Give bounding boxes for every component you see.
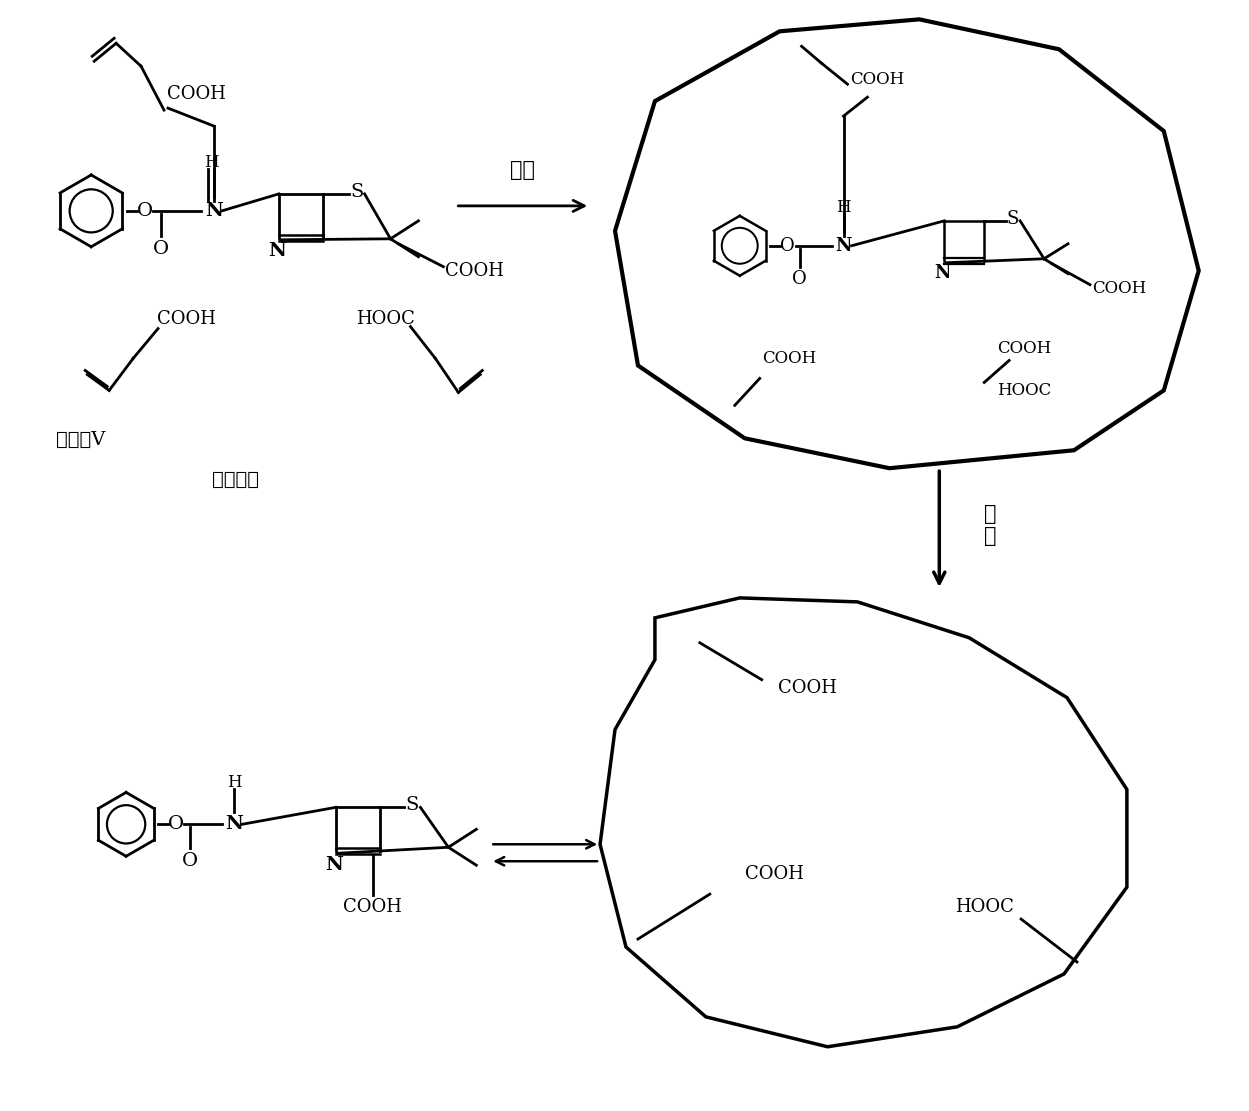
Text: O: O (137, 202, 154, 220)
Text: O: O (182, 852, 199, 870)
Text: S: S (1007, 210, 1019, 228)
Text: HOOC: HOOC (997, 382, 1052, 399)
Text: COOH: COOH (746, 865, 804, 883)
Text: O: O (167, 815, 184, 833)
Text: N: N (934, 263, 950, 282)
Text: 青霉素V: 青霉素V (56, 431, 106, 449)
Text: COOH: COOH (446, 262, 505, 280)
Text: COOH: COOH (851, 71, 904, 88)
Text: COOH: COOH (343, 898, 402, 917)
Text: 异丁烯酸: 异丁烯酸 (212, 471, 260, 489)
Text: N: N (325, 857, 342, 874)
Text: COOH: COOH (156, 310, 215, 328)
Text: S: S (406, 797, 420, 814)
Text: 聚合: 聚合 (510, 161, 535, 180)
Text: HOOC: HOOC (954, 898, 1014, 917)
Text: N: N (225, 815, 242, 833)
Text: H: H (836, 199, 851, 217)
Text: H: H (204, 154, 219, 171)
Text: N: N (205, 202, 222, 220)
Text: H: H (226, 774, 241, 791)
Text: O: O (792, 270, 807, 288)
Text: COOH: COOH (778, 679, 837, 697)
Text: COOH: COOH (997, 340, 1052, 357)
Text: N: N (267, 242, 286, 260)
Text: 提
取: 提 取 (984, 504, 997, 546)
Text: O: O (152, 240, 169, 258)
Text: COOH: COOH (166, 86, 225, 103)
Text: N: N (836, 237, 852, 254)
Text: COOH: COOH (762, 350, 817, 367)
Text: O: O (781, 237, 796, 254)
Text: S: S (350, 183, 363, 201)
Text: HOOC: HOOC (356, 310, 415, 328)
Text: COOH: COOH (1092, 280, 1147, 297)
